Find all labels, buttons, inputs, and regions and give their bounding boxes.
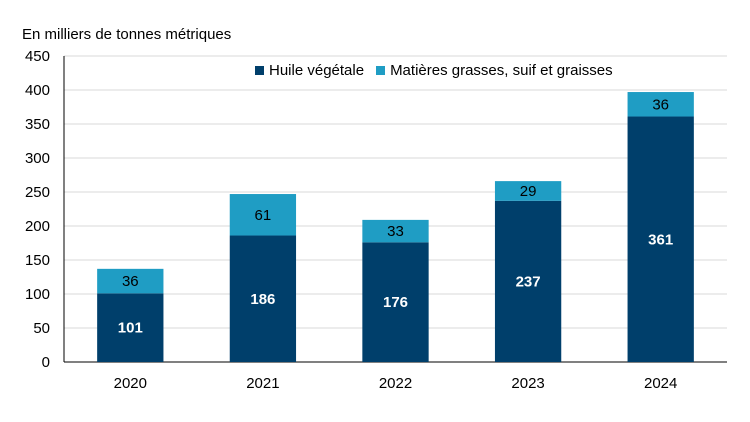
y-tick-label-100: 100 [25, 286, 50, 303]
legend-label-fats-tallow-grease: Matières grasses, suif et graisses [390, 62, 613, 79]
bar-2022-series-1 [362, 219, 429, 243]
data-label-2020-series-1: 36 [122, 273, 139, 290]
data-label-2024-series-1: 36 [652, 96, 669, 113]
legend-item-vegetable-oil: Huile végétale [255, 62, 364, 79]
y-tick-label-250: 250 [25, 184, 50, 201]
x-tick-label-2023: 2023 [511, 375, 544, 392]
data-label-2020-series-0: 101 [118, 320, 143, 337]
y-tick-label-150: 150 [25, 252, 50, 269]
data-label-2021-series-0: 186 [250, 291, 275, 308]
bar-2020-series-0 [97, 293, 164, 362]
data-label-2023-series-0: 237 [516, 273, 541, 290]
legend-swatch-fats-tallow-grease [376, 66, 386, 75]
data-label-2021-series-1: 61 [255, 207, 272, 224]
chart-legend: Huile végétale Matières grasses, suif et… [255, 62, 625, 79]
y-axis-unit-label: En milliers de tonnes métriques [22, 26, 232, 43]
y-tick-label-300: 300 [25, 150, 50, 167]
x-tick-label-2024: 2024 [644, 375, 677, 392]
legend-label-vegetable-oil: Huile végétale [269, 62, 365, 79]
y-tick-label-200: 200 [25, 218, 50, 235]
y-tick-label-450: 450 [25, 48, 50, 65]
y-tick-label-50: 50 [33, 320, 50, 337]
y-tick-label-400: 400 [25, 82, 50, 99]
bar-2024-series-1 [627, 92, 694, 117]
legend-item-fats-tallow-grease: Matières grasses, suif et graisses [376, 62, 613, 79]
data-label-2024-series-0: 361 [648, 231, 673, 248]
x-tick-label-2020: 2020 [114, 375, 147, 392]
data-label-2022-series-0: 176 [383, 294, 408, 311]
bar-2024-series-0 [627, 116, 694, 363]
bar-2022-series-0 [362, 242, 429, 362]
bar-2021-series-0 [229, 235, 297, 362]
y-tick-label-350: 350 [25, 116, 50, 133]
legend-swatch-vegetable-oil [255, 66, 264, 75]
bar-2023-series-1 [494, 181, 562, 201]
y-tick-label-0: 0 [42, 354, 50, 371]
bar-2020-series-1 [97, 268, 164, 294]
x-tick-label-2021: 2021 [246, 375, 279, 392]
bar-2021-series-1 [229, 194, 297, 236]
data-label-2022-series-1: 33 [387, 223, 404, 240]
bar-2023-series-0 [494, 200, 562, 362]
data-label-2023-series-1: 29 [520, 183, 537, 200]
x-tick-label-2022: 2022 [379, 375, 412, 392]
